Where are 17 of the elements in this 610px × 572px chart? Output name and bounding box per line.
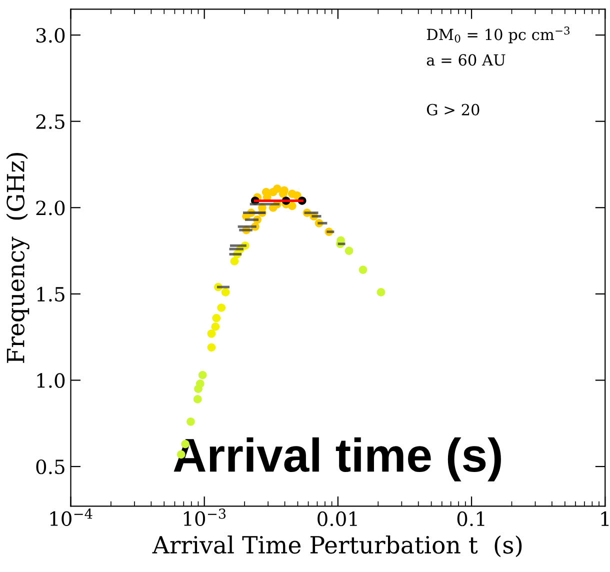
x-tick-label: 0.01 <box>318 511 357 526</box>
y-tick-label: 3.0 <box>36 28 65 43</box>
annotation: G > 20 <box>426 104 480 116</box>
y-tick-label: 1.0 <box>37 373 65 388</box>
x-tick-label: 10$^{−3}$ <box>184 508 226 526</box>
y-tick-label: 1.5 <box>37 286 64 302</box>
x-tick-label: 1 <box>601 511 609 526</box>
y-tick-label: 0.5 <box>36 459 64 474</box>
y-tick-label: 2.5 <box>36 114 64 129</box>
x-tick-label: 0.1 <box>457 511 484 526</box>
annotation: a = 60 AU <box>426 54 506 66</box>
annotation: DM$_{0}$ = 10 pc cm$^{−3}$ <box>426 26 570 44</box>
annotation: Arrival time (s) <box>174 437 501 482</box>
x-tick-label: 10$^{−4}$ <box>50 508 92 526</box>
y-tick-label: 2.0 <box>36 200 65 216</box>
x-axis-title: Arrival Time Perturbation t (s) <box>152 535 522 558</box>
y-axis-title: Frequency (GHz) <box>6 153 30 363</box>
